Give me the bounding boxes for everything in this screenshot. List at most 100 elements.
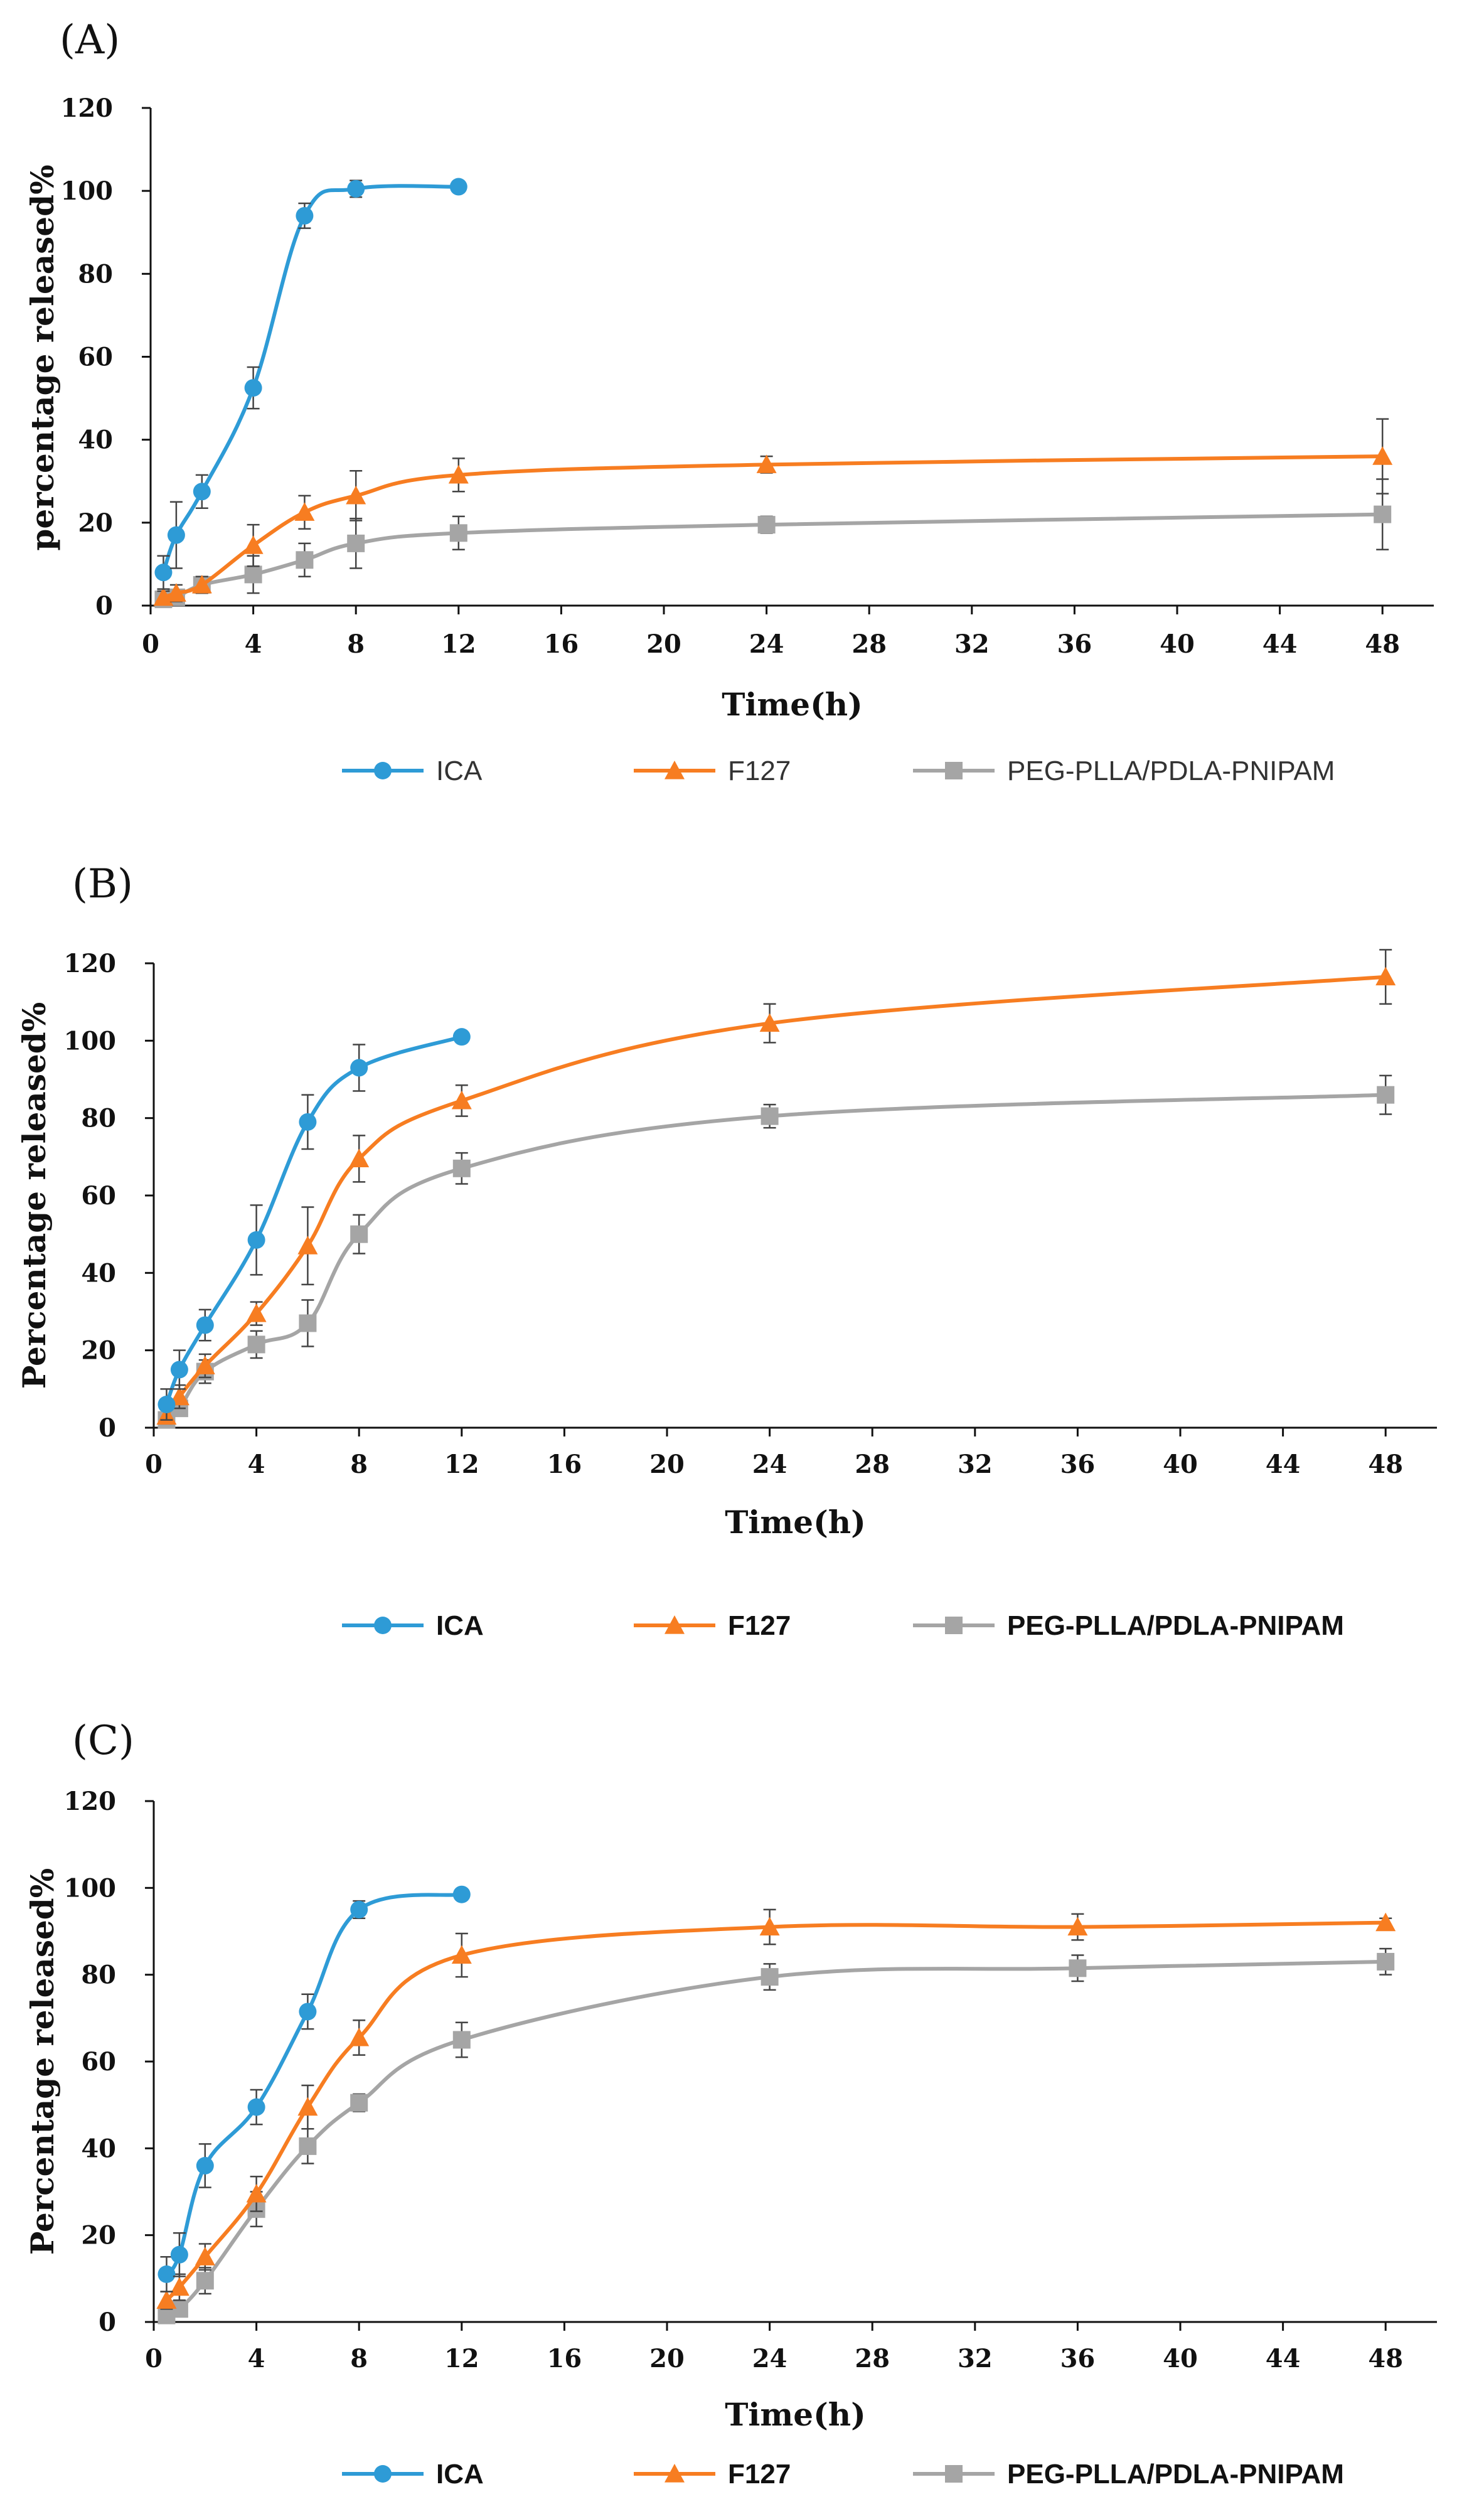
x-axis-title: Time(h): [722, 686, 863, 723]
legend-marker-f127: [665, 761, 685, 779]
x-axis-title: Time(h): [725, 1504, 866, 1541]
data-point-f127: [246, 1303, 267, 1322]
legend-item-peg-plla-pdla-pnipam: PEG-PLLA/PDLA-PNIPAM: [913, 2459, 1344, 2490]
x-tick-label: 36: [1060, 2344, 1096, 2373]
legend-label: PEG-PLLA/PDLA-PNIPAM: [1007, 756, 1335, 786]
data-point-ica: [347, 179, 365, 198]
data-point-peg-plla-pdla-pnipam: [452, 1159, 471, 1177]
series-line-ica: [164, 1892, 462, 2276]
data-point-f127: [294, 502, 315, 521]
x-tick-label: 44: [1266, 2344, 1301, 2373]
x-tick-label: 28: [855, 2344, 890, 2373]
series-ica: [157, 1885, 471, 2292]
series-ica: [157, 1028, 471, 1421]
x-tick-label: 16: [544, 629, 579, 659]
data-point-f127: [349, 1148, 370, 1168]
x-tick-label: 16: [547, 1450, 582, 1479]
legend-marker-ica: [374, 2465, 392, 2483]
y-tick-label: 20: [78, 508, 113, 538]
x-tick-label: 28: [855, 1450, 890, 1479]
data-point-f127: [166, 583, 186, 602]
data-point-f127: [349, 2027, 370, 2046]
data-point-ica: [196, 2157, 214, 2174]
data-point-f127: [346, 485, 366, 505]
data-point-peg-plla-pdla-pnipam: [299, 2137, 317, 2155]
series-line-ica: [164, 1035, 462, 1406]
y-tick-label: 120: [64, 1787, 117, 1816]
x-tick-label: 32: [958, 1450, 993, 1479]
y-tick-label: 40: [78, 425, 113, 455]
series-line-f127: [164, 975, 1386, 1418]
x-tick-label: 4: [248, 1450, 265, 1479]
y-tick-label: 100: [64, 1026, 117, 1056]
legend-item-peg-plla-pdla-pnipam: PEG-PLLA/PDLA-PNIPAM: [913, 1610, 1344, 1641]
data-point-f127: [1375, 966, 1396, 986]
data-point-f127: [191, 574, 212, 594]
x-tick-label: 8: [350, 2344, 368, 2373]
x-tick-label: 12: [441, 629, 476, 659]
y-tick-label: 0: [99, 2308, 116, 2337]
x-tick-label: 12: [444, 1450, 479, 1479]
legend-label: ICA: [436, 756, 483, 786]
data-point-ica: [350, 1059, 368, 1077]
legend-marker-ica: [374, 762, 392, 779]
x-tick-label: 32: [954, 629, 990, 659]
data-point-peg-plla-pdla-pnipam: [299, 1314, 317, 1332]
panel-label: (C): [72, 1718, 134, 1764]
legend-marker-peg-plla-pdla-pnipam: [945, 1617, 963, 1634]
data-point-f127: [243, 535, 264, 554]
data-point-ica: [167, 526, 185, 544]
x-tick-label: 48: [1368, 1450, 1403, 1479]
x-tick-label: 24: [749, 629, 784, 659]
x-tick-label: 24: [752, 1450, 787, 1479]
data-point-ica: [193, 483, 211, 501]
legend-marker-peg-plla-pdla-pnipam: [945, 762, 963, 779]
x-tick-label: 0: [145, 1450, 163, 1479]
legend-item-ica: ICA: [342, 2459, 484, 2490]
x-tick-label: 0: [145, 2344, 163, 2373]
data-point-peg-plla-pdla-pnipam: [449, 524, 467, 542]
data-point-ica: [170, 2245, 188, 2264]
data-point-f127: [195, 2247, 215, 2265]
data-point-peg-plla-pdla-pnipam: [247, 1335, 265, 1354]
data-point-ica: [452, 1028, 471, 1046]
legend-label: PEG-PLLA/PDLA-PNIPAM: [1007, 2459, 1344, 2490]
y-tick-label: 0: [95, 591, 113, 621]
legend-label: ICA: [436, 1610, 484, 1641]
legend-marker-f127: [665, 1615, 685, 1634]
y-tick-label: 40: [81, 1258, 116, 1288]
y-tick-label: 100: [64, 1873, 117, 1903]
series-peg-plla-pdla-pnipam: [157, 1947, 1395, 2324]
data-point-peg-plla-pdla-pnipam: [244, 565, 262, 584]
data-point-f127: [451, 1945, 472, 1964]
data-point-peg-plla-pdla-pnipam: [1377, 1086, 1395, 1104]
data-point-peg-plla-pdla-pnipam: [350, 1225, 368, 1243]
data-point-peg-plla-pdla-pnipam: [170, 2300, 188, 2318]
data-point-peg-plla-pdla-pnipam: [761, 1968, 779, 1986]
data-point-ica: [247, 2098, 265, 2116]
data-point-ica: [449, 178, 467, 196]
y-tick-label: 60: [78, 343, 113, 372]
series-line-peg-plla-pdla-pnipam: [166, 1959, 1386, 2318]
data-point-ica: [244, 379, 262, 397]
data-point-f127: [759, 1917, 780, 1936]
series-line-peg-plla-pdla-pnipam: [165, 1093, 1386, 1422]
x-tick-label: 4: [245, 629, 262, 659]
data-point-peg-plla-pdla-pnipam: [347, 534, 365, 552]
series-f127: [153, 418, 1393, 606]
data-point-ica: [299, 1113, 317, 1131]
x-tick-label: 40: [1163, 2344, 1198, 2373]
x-tick-label: 12: [444, 2344, 479, 2373]
x-tick-label: 36: [1057, 629, 1092, 659]
data-point-ica: [170, 1361, 188, 1379]
x-tick-label: 48: [1365, 629, 1400, 659]
x-tick-label: 36: [1060, 1450, 1096, 1479]
y-axis-title: Percentage released%: [16, 1002, 53, 1389]
panel-label: (A): [60, 17, 120, 63]
legend-item-f127: F127: [634, 2459, 791, 2490]
legend: ICA F127 PEG-PLLA/PDLA-PNIPAM: [342, 756, 1335, 786]
data-point-f127: [1067, 1917, 1088, 1936]
data-point-peg-plla-pdla-pnipam: [452, 2031, 471, 2049]
data-point-ica: [350, 1900, 368, 1918]
